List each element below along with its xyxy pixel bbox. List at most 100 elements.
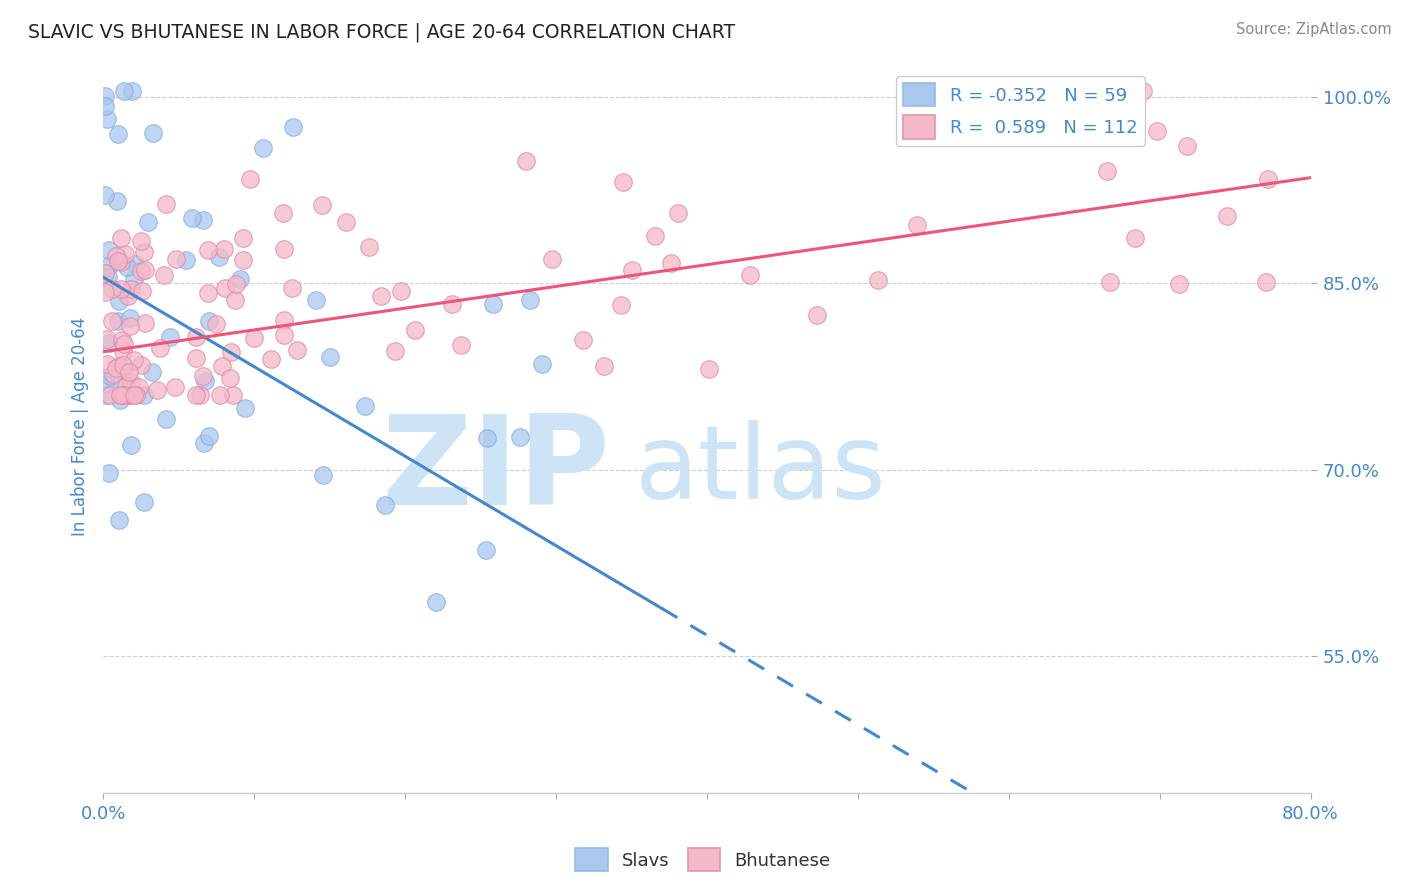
Point	[93, 285, 115, 300]
Point	[112, 343, 135, 358]
Point	[108, 359, 131, 373]
Text: SLAVIC VS BHUTANESE IN LABOR FORCE | AGE 20-64 CORRELATION CHART: SLAVIC VS BHUTANESE IN LABOR FORCE | AGE…	[28, 22, 735, 42]
Point	[112, 337, 135, 351]
Point	[260, 352, 283, 367]
Point	[117, 388, 139, 402]
Point	[273, 327, 295, 342]
Point	[129, 264, 152, 278]
Point	[593, 359, 616, 374]
Point	[193, 436, 215, 450]
Point	[105, 248, 128, 262]
Point	[131, 284, 153, 298]
Point	[208, 250, 231, 264]
Point	[108, 293, 131, 308]
Point	[221, 345, 243, 359]
Point	[148, 341, 170, 355]
Point	[191, 213, 214, 227]
Point	[122, 388, 145, 402]
Point	[122, 353, 145, 368]
Point	[94, 388, 117, 402]
Point	[134, 495, 156, 509]
Point	[197, 285, 219, 300]
Point	[155, 196, 177, 211]
Point	[184, 351, 207, 365]
Point	[120, 375, 142, 389]
Point	[515, 153, 537, 168]
Point	[125, 388, 148, 402]
Legend: Slavs, Bhutanese: Slavs, Bhutanese	[568, 841, 838, 879]
Point	[232, 231, 254, 245]
Point	[155, 412, 177, 426]
Point	[1123, 231, 1146, 245]
Point	[1257, 171, 1279, 186]
Point	[108, 388, 131, 402]
Point	[114, 247, 136, 261]
Point	[100, 314, 122, 328]
Point	[1146, 124, 1168, 138]
Point	[98, 369, 121, 384]
Point	[134, 316, 156, 330]
Point	[136, 215, 159, 229]
Point	[153, 268, 176, 282]
Point	[609, 298, 631, 312]
Point	[110, 282, 132, 296]
Point	[120, 282, 142, 296]
Point	[107, 194, 129, 209]
Point	[97, 270, 120, 285]
Point	[96, 112, 118, 127]
Point	[389, 284, 412, 298]
Point	[273, 312, 295, 326]
Point	[101, 368, 124, 382]
Point	[197, 314, 219, 328]
Point	[1254, 275, 1277, 289]
Point	[404, 323, 426, 337]
Point	[112, 84, 135, 98]
Point	[107, 127, 129, 141]
Point	[128, 380, 150, 394]
Point	[214, 281, 236, 295]
Point	[224, 293, 246, 307]
Text: Source: ZipAtlas.com: Source: ZipAtlas.com	[1236, 22, 1392, 37]
Point	[540, 252, 562, 266]
Point	[115, 379, 138, 393]
Point	[104, 361, 127, 376]
Point	[146, 384, 169, 398]
Point	[165, 252, 187, 266]
Point	[531, 357, 554, 371]
Point	[110, 231, 132, 245]
Point	[142, 126, 165, 140]
Point	[1132, 84, 1154, 98]
Point	[94, 266, 117, 280]
Point	[111, 333, 134, 347]
Point	[281, 281, 304, 295]
Point	[477, 431, 499, 445]
Point	[114, 386, 136, 401]
Point	[118, 388, 141, 402]
Point	[93, 98, 115, 112]
Point	[120, 310, 142, 325]
Point	[319, 350, 342, 364]
Point	[159, 330, 181, 344]
Legend: R = -0.352   N = 59, R =  0.589   N = 112: R = -0.352 N = 59, R = 0.589 N = 112	[896, 76, 1144, 145]
Point	[208, 388, 231, 402]
Point	[191, 369, 214, 384]
Point	[129, 358, 152, 372]
Point	[697, 362, 720, 376]
Point	[354, 399, 377, 413]
Point	[239, 172, 262, 186]
Point	[132, 245, 155, 260]
Point	[118, 365, 141, 379]
Point	[93, 376, 115, 391]
Point	[117, 260, 139, 275]
Point	[180, 211, 202, 225]
Point	[273, 243, 295, 257]
Point	[165, 380, 187, 394]
Point	[271, 206, 294, 220]
Point	[194, 374, 217, 388]
Point	[94, 188, 117, 202]
Point	[1216, 210, 1239, 224]
Point	[482, 296, 505, 310]
Point	[335, 215, 357, 229]
Point	[1175, 139, 1198, 153]
Point	[620, 263, 643, 277]
